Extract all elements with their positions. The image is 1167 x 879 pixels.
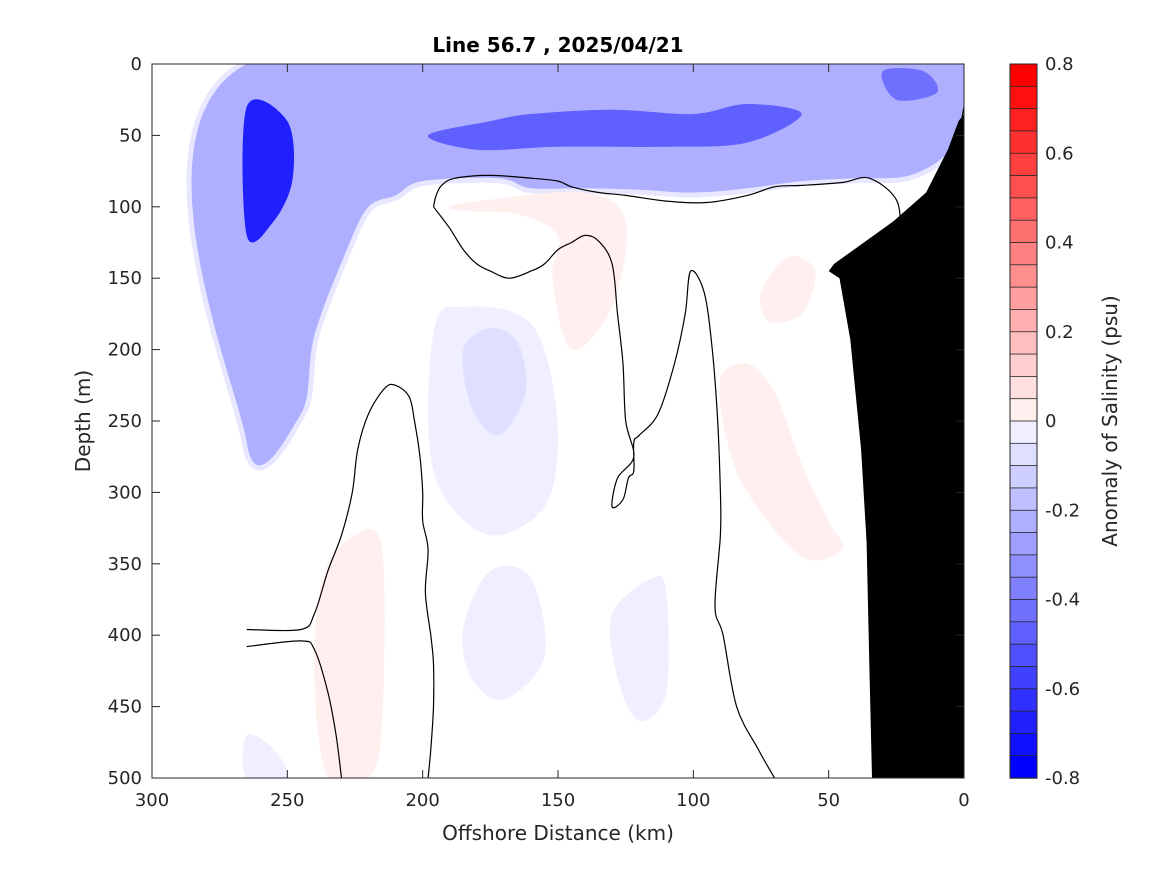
colorbar-segment (1009, 219, 1038, 244)
bathymetry-layer (828, 64, 964, 778)
anomaly-region-mid-negative-3 (609, 575, 669, 722)
x-tick-label: 150 (541, 790, 575, 811)
anomaly-region-mid-negative-1-core (462, 328, 527, 436)
anomaly-region-west-core-negative (242, 99, 295, 243)
colorbar-frame (1009, 63, 1038, 779)
x-tick-label: 100 (676, 790, 710, 811)
colorbar-segment (1009, 353, 1038, 378)
colorbar-segment (1009, 576, 1038, 601)
x-tick-label: 300 (135, 790, 169, 811)
y-tick-label: 200 (108, 340, 142, 361)
y-tick-label: 250 (108, 411, 142, 432)
y-tick-label: 300 (108, 482, 142, 503)
colorbar-segment (1009, 732, 1038, 757)
colorbar-segment (1009, 197, 1038, 221)
colorbar-segment (1009, 442, 1038, 467)
y-tick-label: 0 (131, 54, 142, 75)
y-tick-label: 150 (108, 268, 142, 289)
colorbar-tick-label: -0.6 (1045, 679, 1080, 700)
colorbar-segment (1009, 331, 1038, 355)
colorbar-label: Anomaly of Salinity (psu) (1098, 295, 1122, 546)
colorbar-segment (1009, 375, 1038, 400)
colorbar-segment (1009, 175, 1038, 199)
y-tick-label: 400 (108, 625, 142, 646)
colorbar-segment (1009, 130, 1038, 154)
anomaly-region-mid-positive-3 (759, 255, 816, 323)
x-tick-label: 250 (270, 790, 304, 811)
zero-contour-line (433, 206, 776, 778)
colorbar-segment (1009, 532, 1038, 556)
colorbar-segment (1009, 621, 1038, 645)
colorbar-segment (1009, 688, 1038, 712)
anomaly-region-mid-positive-2 (719, 363, 844, 561)
anomaly-region-surface-strong-negative (427, 104, 802, 151)
colorbar-segment (1009, 85, 1038, 110)
zero-contour-line (246, 640, 343, 778)
colorbar-segment (1009, 264, 1038, 288)
y-axis-label: Depth (m) (71, 370, 95, 472)
colorbar-segment (1009, 666, 1038, 690)
colorbar-segment (1009, 152, 1038, 177)
colorbar-tick-label: -0.8 (1045, 768, 1080, 789)
anomaly-region-mid-positive-1 (448, 191, 627, 351)
colorbar-segment (1009, 643, 1038, 668)
colorbar-segment (1009, 599, 1038, 623)
colorbar-tick-label: 0.4 (1045, 233, 1074, 254)
colorbar-tick-label: 0.8 (1045, 54, 1074, 75)
colorbar-segment (1009, 108, 1038, 132)
seafloor-bathymetry (828, 64, 964, 778)
chart-title: Line 56.7 , 2025/04/21 (432, 33, 683, 57)
anomaly-region-mid-negative-2 (462, 565, 546, 701)
anomaly-region-deep-positive-1 (314, 529, 385, 778)
x-axis-ticks: 300 250 200 150 100 50 0 (135, 64, 970, 811)
colorbar-segment (1009, 487, 1038, 511)
x-tick-label: 200 (405, 790, 439, 811)
colorbar-segment (1009, 755, 1038, 779)
y-axis-ticks: 0 50 100 150 200 250 300 350 400 450 500 (108, 54, 964, 789)
x-tick-label: 0 (958, 790, 969, 811)
zero-contour-line (246, 383, 435, 778)
colorbar-segment (1009, 398, 1038, 422)
colorbar-tick-label: 0.2 (1045, 322, 1074, 343)
y-tick-label: 350 (108, 554, 142, 575)
colorbar-segment (1009, 420, 1038, 445)
anomaly-fills (186, 64, 964, 778)
colorbar-segment (1009, 309, 1038, 333)
colorbar: 0.8 0.6 0.4 0.2 0 -0.2 -0.4 -0.6 -0.8 (1009, 54, 1080, 789)
colorbar-segment (1009, 242, 1038, 266)
x-tick-label: 50 (817, 790, 840, 811)
y-tick-label: 50 (119, 125, 142, 146)
colorbar-segment (1009, 710, 1038, 735)
y-tick-label: 100 (108, 197, 142, 218)
colorbar-segment (1009, 509, 1038, 534)
colorbar-segment (1009, 63, 1038, 88)
colorbar-segment (1009, 465, 1038, 489)
colorbar-tick-label: 0 (1045, 411, 1056, 432)
colorbar-segment (1009, 554, 1038, 578)
colorbar-segment (1009, 286, 1038, 311)
y-tick-label: 500 (108, 768, 142, 789)
colorbar-tick-label: -0.2 (1045, 500, 1080, 521)
colorbar-tick-label: -0.4 (1045, 590, 1080, 611)
anomaly-region-surface-east-negative (881, 68, 939, 101)
y-tick-label: 450 (108, 697, 142, 718)
anomaly-region-deep-negative-west (242, 734, 289, 778)
colorbar-tick-label: 0.6 (1045, 143, 1074, 164)
anomaly-region-upper-negative (191, 64, 964, 466)
x-axis-label: Offshore Distance (km) (442, 821, 674, 845)
